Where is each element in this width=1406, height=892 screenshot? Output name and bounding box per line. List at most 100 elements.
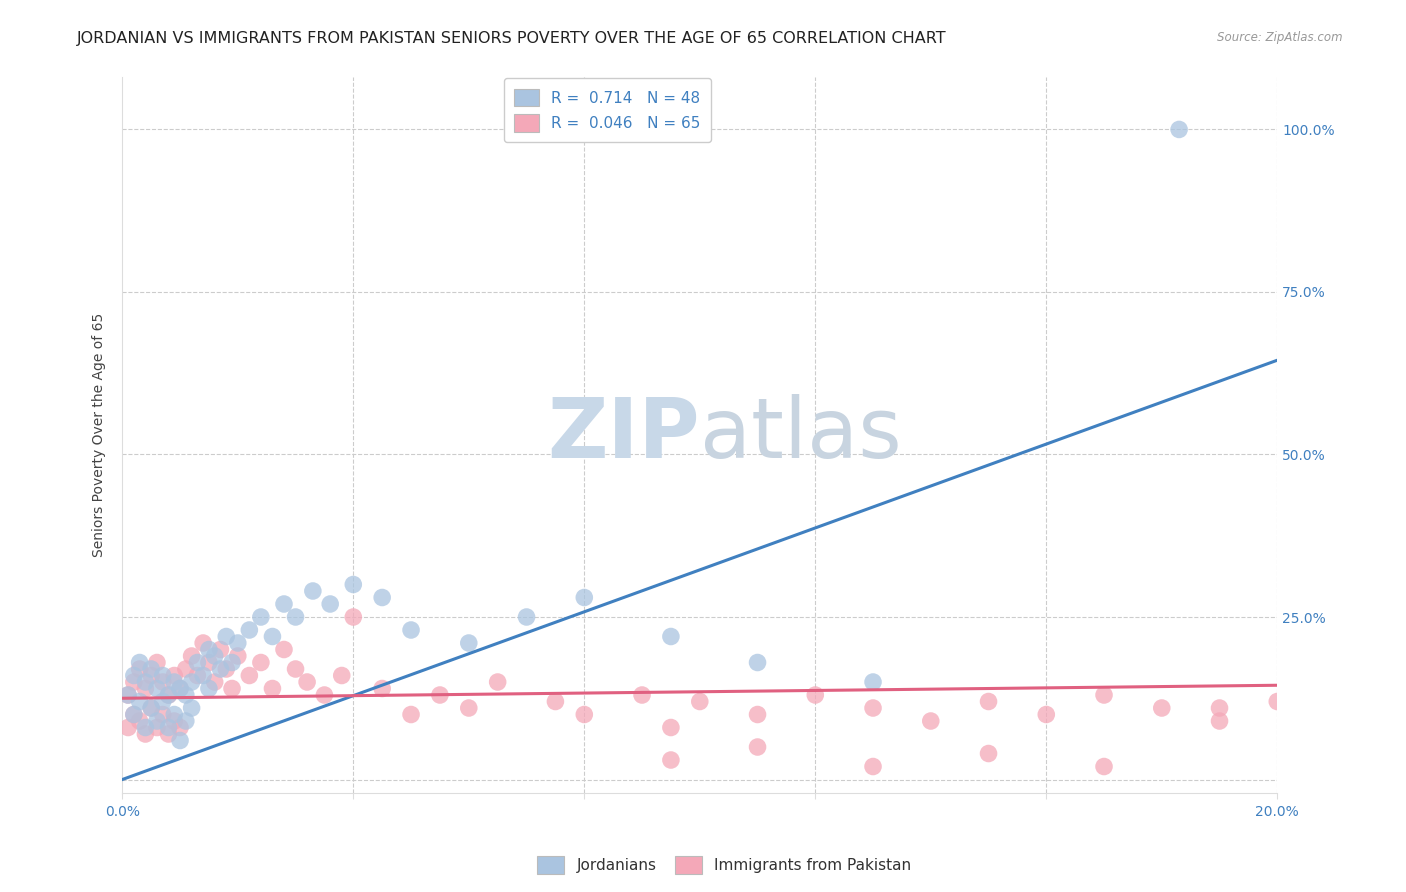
Point — [1208, 714, 1230, 728]
Point — [804, 688, 827, 702]
Point — [273, 642, 295, 657]
Point — [371, 591, 394, 605]
Point — [186, 656, 208, 670]
Point — [141, 701, 163, 715]
Point — [302, 584, 325, 599]
Point — [174, 662, 197, 676]
Point — [226, 636, 249, 650]
Point — [215, 662, 238, 676]
Point — [457, 636, 479, 650]
Point — [134, 675, 156, 690]
Point — [862, 675, 884, 690]
Point — [146, 721, 169, 735]
Point — [862, 701, 884, 715]
Point — [163, 668, 186, 682]
Point — [186, 668, 208, 682]
Point — [163, 707, 186, 722]
Point — [128, 714, 150, 728]
Point — [659, 630, 682, 644]
Point — [1092, 759, 1115, 773]
Point — [429, 688, 451, 702]
Point — [226, 648, 249, 663]
Point — [198, 642, 221, 657]
Point — [128, 662, 150, 676]
Point — [574, 707, 596, 722]
Point — [342, 577, 364, 591]
Point — [122, 668, 145, 682]
Point — [1092, 688, 1115, 702]
Point — [134, 681, 156, 696]
Point — [262, 630, 284, 644]
Point — [157, 721, 180, 735]
Point — [977, 694, 1000, 708]
Point — [238, 623, 260, 637]
Legend: R =  0.714   N = 48, R =  0.046   N = 65: R = 0.714 N = 48, R = 0.046 N = 65 — [503, 78, 711, 142]
Text: ZIP: ZIP — [547, 394, 700, 475]
Point — [314, 688, 336, 702]
Point — [198, 656, 221, 670]
Point — [1208, 701, 1230, 715]
Point — [117, 721, 139, 735]
Text: Source: ZipAtlas.com: Source: ZipAtlas.com — [1218, 31, 1343, 45]
Point — [134, 727, 156, 741]
Point — [284, 662, 307, 676]
Point — [457, 701, 479, 715]
Point — [977, 747, 1000, 761]
Point — [146, 656, 169, 670]
Point — [174, 714, 197, 728]
Point — [1035, 707, 1057, 722]
Point — [631, 688, 654, 702]
Point — [486, 675, 509, 690]
Point — [221, 656, 243, 670]
Point — [295, 675, 318, 690]
Point — [215, 630, 238, 644]
Point — [209, 642, 232, 657]
Point — [198, 681, 221, 696]
Point — [163, 714, 186, 728]
Text: atlas: atlas — [700, 394, 901, 475]
Point — [146, 714, 169, 728]
Point — [117, 688, 139, 702]
Point — [250, 610, 273, 624]
Point — [1150, 701, 1173, 715]
Point — [920, 714, 942, 728]
Point — [157, 727, 180, 741]
Point — [141, 662, 163, 676]
Point — [191, 668, 214, 682]
Point — [157, 688, 180, 702]
Point — [238, 668, 260, 682]
Point — [180, 701, 202, 715]
Point — [169, 681, 191, 696]
Point — [180, 648, 202, 663]
Point — [117, 688, 139, 702]
Point — [221, 681, 243, 696]
Point — [262, 681, 284, 696]
Point — [122, 707, 145, 722]
Point — [169, 733, 191, 747]
Point — [1168, 122, 1191, 136]
Point — [146, 681, 169, 696]
Point — [134, 721, 156, 735]
Point — [747, 707, 769, 722]
Point — [180, 675, 202, 690]
Point — [152, 707, 174, 722]
Point — [399, 707, 422, 722]
Point — [659, 721, 682, 735]
Point — [152, 694, 174, 708]
Point — [122, 707, 145, 722]
Point — [128, 694, 150, 708]
Point — [319, 597, 342, 611]
Point — [1265, 694, 1288, 708]
Point — [689, 694, 711, 708]
Point — [209, 662, 232, 676]
Point — [747, 656, 769, 670]
Point — [169, 681, 191, 696]
Point — [399, 623, 422, 637]
Point — [152, 675, 174, 690]
Point — [284, 610, 307, 624]
Point — [250, 656, 273, 670]
Point — [204, 648, 226, 663]
Point — [122, 675, 145, 690]
Y-axis label: Seniors Poverty Over the Age of 65: Seniors Poverty Over the Age of 65 — [93, 313, 107, 558]
Legend: Jordanians, Immigrants from Pakistan: Jordanians, Immigrants from Pakistan — [530, 850, 918, 880]
